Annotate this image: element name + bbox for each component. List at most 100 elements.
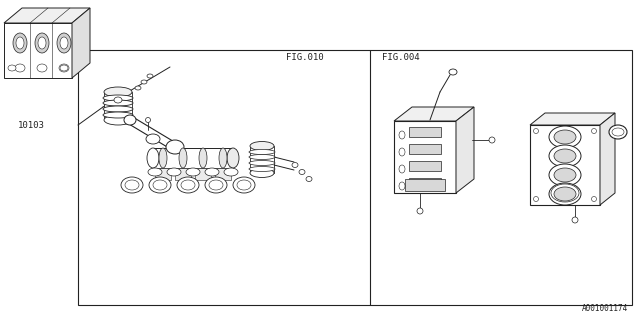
Ellipse shape bbox=[534, 129, 538, 133]
Ellipse shape bbox=[57, 33, 71, 53]
Ellipse shape bbox=[609, 125, 627, 139]
Ellipse shape bbox=[135, 86, 141, 90]
Ellipse shape bbox=[15, 64, 25, 72]
Ellipse shape bbox=[179, 148, 187, 168]
Polygon shape bbox=[456, 107, 474, 193]
Ellipse shape bbox=[399, 165, 405, 173]
Text: 10103: 10103 bbox=[18, 121, 45, 130]
Ellipse shape bbox=[145, 117, 150, 123]
Polygon shape bbox=[405, 179, 445, 191]
Ellipse shape bbox=[121, 177, 143, 193]
Ellipse shape bbox=[534, 196, 538, 202]
Polygon shape bbox=[104, 92, 132, 120]
Ellipse shape bbox=[554, 149, 576, 163]
Ellipse shape bbox=[124, 115, 136, 125]
Polygon shape bbox=[394, 121, 456, 193]
Ellipse shape bbox=[38, 37, 46, 49]
Ellipse shape bbox=[205, 177, 227, 193]
Ellipse shape bbox=[233, 177, 255, 193]
Ellipse shape bbox=[114, 97, 122, 103]
Ellipse shape bbox=[181, 180, 195, 190]
Polygon shape bbox=[4, 8, 90, 23]
Ellipse shape bbox=[177, 177, 199, 193]
Polygon shape bbox=[250, 146, 274, 173]
Ellipse shape bbox=[219, 148, 227, 168]
Ellipse shape bbox=[59, 64, 69, 72]
Ellipse shape bbox=[306, 177, 312, 181]
Polygon shape bbox=[4, 23, 72, 78]
Ellipse shape bbox=[167, 168, 181, 176]
Polygon shape bbox=[530, 113, 615, 125]
Ellipse shape bbox=[186, 168, 200, 176]
Ellipse shape bbox=[549, 145, 581, 167]
Ellipse shape bbox=[103, 100, 133, 106]
Ellipse shape bbox=[250, 169, 274, 178]
Ellipse shape bbox=[104, 115, 132, 125]
Ellipse shape bbox=[227, 148, 239, 168]
Ellipse shape bbox=[249, 155, 275, 159]
Ellipse shape bbox=[250, 141, 274, 150]
Polygon shape bbox=[195, 168, 211, 180]
Ellipse shape bbox=[489, 137, 495, 143]
Ellipse shape bbox=[199, 148, 207, 168]
Polygon shape bbox=[175, 168, 191, 180]
Text: FIG.010: FIG.010 bbox=[286, 53, 324, 62]
Ellipse shape bbox=[149, 177, 171, 193]
Ellipse shape bbox=[60, 37, 68, 49]
Ellipse shape bbox=[153, 180, 167, 190]
Ellipse shape bbox=[249, 161, 275, 165]
Ellipse shape bbox=[104, 87, 132, 97]
Ellipse shape bbox=[591, 129, 596, 133]
Ellipse shape bbox=[591, 196, 596, 202]
Ellipse shape bbox=[551, 184, 579, 202]
Ellipse shape bbox=[554, 168, 576, 182]
Ellipse shape bbox=[159, 148, 167, 168]
Ellipse shape bbox=[166, 140, 184, 154]
Ellipse shape bbox=[399, 148, 405, 156]
Ellipse shape bbox=[292, 163, 298, 167]
Polygon shape bbox=[409, 161, 441, 171]
Ellipse shape bbox=[554, 130, 576, 144]
Ellipse shape bbox=[147, 148, 159, 168]
Ellipse shape bbox=[209, 180, 223, 190]
Ellipse shape bbox=[554, 187, 576, 201]
Ellipse shape bbox=[103, 106, 133, 112]
Polygon shape bbox=[155, 168, 171, 180]
Ellipse shape bbox=[35, 33, 49, 53]
Ellipse shape bbox=[399, 131, 405, 139]
Text: FIG.004: FIG.004 bbox=[382, 53, 420, 62]
Text: A001001174: A001001174 bbox=[582, 304, 628, 313]
Bar bbox=[78, 50, 632, 305]
Ellipse shape bbox=[417, 208, 423, 214]
Ellipse shape bbox=[224, 168, 238, 176]
Ellipse shape bbox=[572, 217, 578, 223]
Ellipse shape bbox=[549, 164, 581, 186]
Ellipse shape bbox=[205, 168, 219, 176]
Ellipse shape bbox=[141, 80, 147, 84]
Ellipse shape bbox=[148, 168, 162, 176]
Ellipse shape bbox=[60, 65, 68, 71]
Ellipse shape bbox=[549, 126, 581, 148]
Ellipse shape bbox=[37, 64, 47, 72]
Ellipse shape bbox=[103, 95, 133, 101]
Ellipse shape bbox=[249, 166, 275, 172]
Ellipse shape bbox=[237, 180, 251, 190]
Polygon shape bbox=[600, 113, 615, 205]
Polygon shape bbox=[72, 8, 90, 78]
Polygon shape bbox=[153, 148, 233, 168]
Polygon shape bbox=[394, 107, 474, 121]
Polygon shape bbox=[409, 144, 441, 154]
Polygon shape bbox=[409, 127, 441, 137]
Ellipse shape bbox=[146, 134, 160, 144]
Ellipse shape bbox=[103, 112, 133, 118]
Ellipse shape bbox=[125, 180, 139, 190]
Ellipse shape bbox=[549, 183, 581, 205]
Polygon shape bbox=[530, 125, 600, 205]
Ellipse shape bbox=[13, 33, 27, 53]
Ellipse shape bbox=[399, 182, 405, 190]
Ellipse shape bbox=[147, 74, 153, 78]
Ellipse shape bbox=[16, 37, 24, 49]
Ellipse shape bbox=[612, 128, 624, 136]
Ellipse shape bbox=[249, 149, 275, 155]
Ellipse shape bbox=[449, 69, 457, 75]
